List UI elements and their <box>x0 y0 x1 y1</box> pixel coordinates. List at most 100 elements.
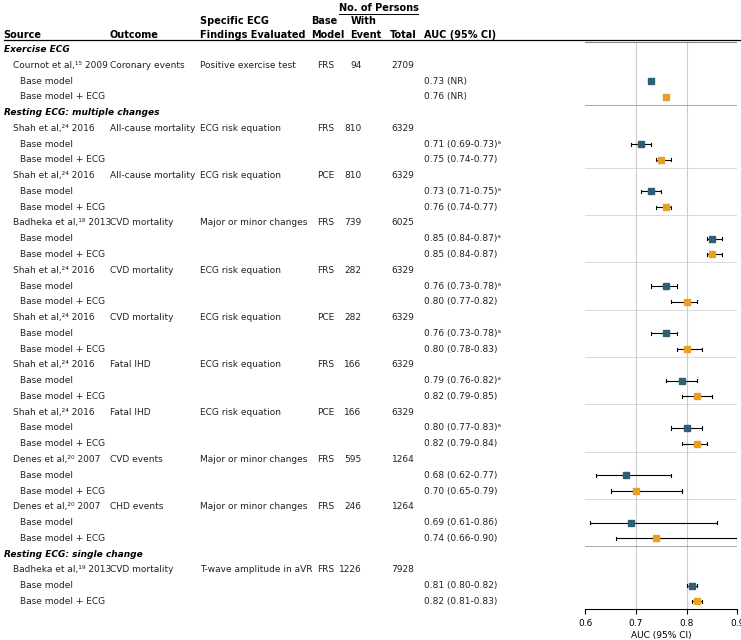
Text: Base model: Base model <box>20 187 73 196</box>
Text: 739: 739 <box>345 218 362 227</box>
Text: 810: 810 <box>345 171 362 180</box>
Text: Exercise ECG: Exercise ECG <box>4 45 70 54</box>
Text: ECG risk equation: ECG risk equation <box>200 171 281 180</box>
Text: Base model: Base model <box>20 376 73 385</box>
Text: 6025: 6025 <box>391 218 414 227</box>
Text: 0.80 (0.77-0.83)ᵃ: 0.80 (0.77-0.83)ᵃ <box>424 424 501 433</box>
Text: FRS: FRS <box>317 360 334 369</box>
Text: 0.71 (0.69-0.73)ᵃ: 0.71 (0.69-0.73)ᵃ <box>424 140 501 148</box>
Text: All-cause mortality: All-cause mortality <box>110 124 195 133</box>
Text: Base model + ECG: Base model + ECG <box>20 486 105 495</box>
Text: 282: 282 <box>345 266 362 275</box>
Text: 0.80 (0.77-0.82): 0.80 (0.77-0.82) <box>424 298 497 307</box>
Text: 94: 94 <box>350 61 362 70</box>
Text: Base model + ECG: Base model + ECG <box>20 298 105 307</box>
Text: Base
Model: Base Model <box>311 17 345 40</box>
Text: 0.79 (0.76-0.82)ᵃ: 0.79 (0.76-0.82)ᵃ <box>424 376 501 385</box>
Text: PCE: PCE <box>317 171 334 180</box>
Text: 282: 282 <box>345 313 362 322</box>
Text: 0.85 (0.84-0.87): 0.85 (0.84-0.87) <box>424 250 497 259</box>
Text: Base model + ECG: Base model + ECG <box>20 439 105 448</box>
Text: Fatal IHD: Fatal IHD <box>110 408 150 417</box>
Text: Cournot et al,¹⁵ 2009: Cournot et al,¹⁵ 2009 <box>13 61 107 70</box>
Text: CVD mortality: CVD mortality <box>110 218 173 227</box>
Text: 0.73 (NR): 0.73 (NR) <box>424 77 467 86</box>
Text: 7928: 7928 <box>391 565 414 574</box>
Text: Base model: Base model <box>20 140 73 148</box>
Text: With
Event: With Event <box>350 17 382 40</box>
Text: 0.74 (0.66-0.90): 0.74 (0.66-0.90) <box>424 534 497 543</box>
Text: ECG risk equation: ECG risk equation <box>200 124 281 133</box>
Text: Base model: Base model <box>20 77 73 86</box>
Text: ECG risk equation: ECG risk equation <box>200 360 281 369</box>
Text: 0.82 (0.81-0.83): 0.82 (0.81-0.83) <box>424 597 497 606</box>
Text: FRS: FRS <box>317 455 334 464</box>
Text: 166: 166 <box>345 360 362 369</box>
Text: 595: 595 <box>345 455 362 464</box>
Text: 0.73 (0.71-0.75)ᵃ: 0.73 (0.71-0.75)ᵃ <box>424 187 501 196</box>
Text: ECG risk equation: ECG risk equation <box>200 313 281 322</box>
Text: 6329: 6329 <box>391 171 414 180</box>
Text: 0.80 (0.78-0.83): 0.80 (0.78-0.83) <box>424 344 497 353</box>
Text: Base model + ECG: Base model + ECG <box>20 597 105 606</box>
Text: 6329: 6329 <box>391 360 414 369</box>
Text: Base model + ECG: Base model + ECG <box>20 92 105 101</box>
Text: 0.85 (0.84-0.87)ᵃ: 0.85 (0.84-0.87)ᵃ <box>424 234 501 243</box>
Text: 1226: 1226 <box>339 565 362 574</box>
Text: 6329: 6329 <box>391 124 414 133</box>
Text: Shah et al,²⁴ 2016: Shah et al,²⁴ 2016 <box>13 313 94 322</box>
Text: Base model + ECG: Base model + ECG <box>20 203 105 212</box>
Text: Fatal IHD: Fatal IHD <box>110 360 150 369</box>
Text: Base model: Base model <box>20 234 73 243</box>
Text: 0.69 (0.61-0.86): 0.69 (0.61-0.86) <box>424 518 497 527</box>
Text: Coronary events: Coronary events <box>110 61 185 70</box>
Text: 2709: 2709 <box>391 61 414 70</box>
Text: Base model: Base model <box>20 581 73 590</box>
Text: Major or minor changes: Major or minor changes <box>200 455 308 464</box>
Text: CVD events: CVD events <box>110 455 162 464</box>
Text: FRS: FRS <box>317 266 334 275</box>
Text: Base model + ECG: Base model + ECG <box>20 534 105 543</box>
Text: 246: 246 <box>345 502 362 511</box>
Text: Major or minor changes: Major or minor changes <box>200 502 308 511</box>
Text: FRS: FRS <box>317 502 334 511</box>
Text: Base model: Base model <box>20 518 73 527</box>
Text: 166: 166 <box>345 408 362 417</box>
Text: FRS: FRS <box>317 565 334 574</box>
Text: PCE: PCE <box>317 313 334 322</box>
Text: 0.75 (0.74-0.77): 0.75 (0.74-0.77) <box>424 156 497 164</box>
Text: 6329: 6329 <box>391 313 414 322</box>
Text: CVD mortality: CVD mortality <box>110 565 173 574</box>
Text: 0.70 (0.65-0.79): 0.70 (0.65-0.79) <box>424 486 497 495</box>
Text: 0.82 (0.79-0.84): 0.82 (0.79-0.84) <box>424 439 497 448</box>
Text: Badheka et al,¹⁹ 2013: Badheka et al,¹⁹ 2013 <box>13 565 111 574</box>
Text: Shah et al,²⁴ 2016: Shah et al,²⁴ 2016 <box>13 171 94 180</box>
Text: 0.82 (0.79-0.85): 0.82 (0.79-0.85) <box>424 392 497 401</box>
Text: Base model: Base model <box>20 424 73 433</box>
Text: 6329: 6329 <box>391 266 414 275</box>
Text: 6329: 6329 <box>391 408 414 417</box>
Text: Base model + ECG: Base model + ECG <box>20 250 105 259</box>
Text: Positive exercise test: Positive exercise test <box>200 61 296 70</box>
Text: ECG risk equation: ECG risk equation <box>200 408 281 417</box>
Text: Specific ECG
Findings Evaluated: Specific ECG Findings Evaluated <box>200 17 305 40</box>
Text: Shah et al,²⁴ 2016: Shah et al,²⁴ 2016 <box>13 360 94 369</box>
Text: 0.76 (0.73-0.78)ᵃ: 0.76 (0.73-0.78)ᵃ <box>424 329 501 338</box>
Text: 1264: 1264 <box>391 502 414 511</box>
Text: FRS: FRS <box>317 61 334 70</box>
Text: 0.76 (0.74-0.77): 0.76 (0.74-0.77) <box>424 203 497 212</box>
Text: AUC (95% CI): AUC (95% CI) <box>424 29 496 40</box>
Text: 0.81 (0.80-0.82): 0.81 (0.80-0.82) <box>424 581 497 590</box>
Text: Outcome: Outcome <box>110 29 159 40</box>
Text: Base model + ECG: Base model + ECG <box>20 344 105 353</box>
Text: FRS: FRS <box>317 124 334 133</box>
Text: Resting ECG: single change: Resting ECG: single change <box>4 550 142 559</box>
Text: Total: Total <box>390 29 416 40</box>
Text: FRS: FRS <box>317 218 334 227</box>
Text: Denes et al,²⁰ 2007: Denes et al,²⁰ 2007 <box>13 455 100 464</box>
Text: Shah et al,²⁴ 2016: Shah et al,²⁴ 2016 <box>13 266 94 275</box>
Text: Base model: Base model <box>20 282 73 291</box>
Text: Major or minor changes: Major or minor changes <box>200 218 308 227</box>
Text: 0.68 (0.62-0.77): 0.68 (0.62-0.77) <box>424 471 497 480</box>
Text: 1264: 1264 <box>391 455 414 464</box>
